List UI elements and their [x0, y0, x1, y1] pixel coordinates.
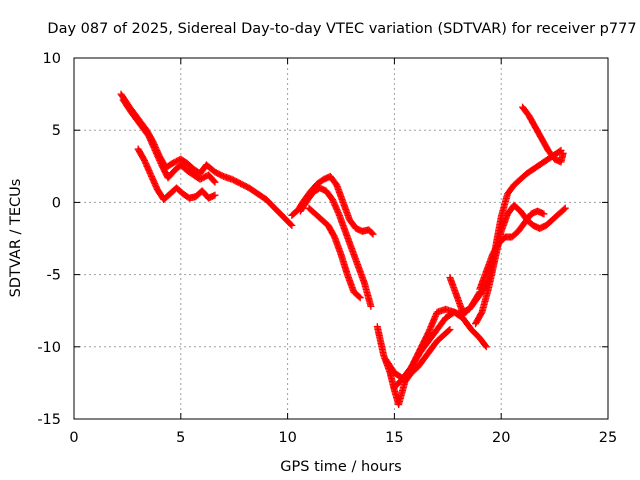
data-point [446, 325, 454, 333]
y-tick-label: 5 [52, 123, 61, 139]
y-tick-label: 10 [43, 51, 61, 67]
x-tick-label: 5 [176, 430, 185, 446]
data-point [481, 342, 489, 350]
y-tick-label: 0 [52, 195, 61, 211]
data-point [356, 294, 364, 302]
data-point [367, 302, 375, 310]
series-track [296, 184, 375, 310]
data-point [561, 204, 569, 212]
series-track [373, 323, 454, 409]
data-point [355, 293, 363, 301]
data-point [211, 178, 219, 186]
data-point [540, 210, 548, 218]
chart-title: Day 087 of 2025, Sidereal Day-to-day VTE… [47, 21, 636, 37]
y-tick-label: -5 [47, 268, 61, 284]
axis-ticks: 0 5 10 15 20 25 -15 -10 -5 0 5 10 [37, 51, 617, 446]
y-axis-label: SDTVAR / TECUs [8, 179, 24, 298]
x-axis-label: GPS time / hours [280, 459, 401, 475]
data-point [560, 205, 568, 213]
plot-frame [73, 57, 609, 420]
y-tick-label: -10 [37, 340, 61, 356]
data-point [287, 220, 295, 228]
x-tick-label: 20 [492, 430, 510, 446]
series-track [446, 146, 565, 316]
x-tick-label: 15 [385, 430, 403, 446]
series-track [519, 103, 567, 166]
series-track [476, 207, 548, 293]
series-track [119, 96, 219, 186]
series-track [305, 204, 364, 302]
data-point [368, 229, 376, 237]
data-point [288, 222, 296, 230]
data-points [117, 90, 569, 409]
data-point [210, 177, 218, 185]
x-tick-label: 0 [69, 430, 78, 446]
y-tick-label: -15 [37, 412, 61, 428]
series-track [134, 145, 219, 204]
data-point [369, 230, 377, 238]
x-tick-label: 25 [599, 430, 617, 446]
data-point [559, 149, 567, 157]
data-point [211, 191, 219, 199]
data-point [482, 343, 490, 351]
data-point [445, 326, 453, 334]
x-tick-label: 10 [278, 430, 296, 446]
